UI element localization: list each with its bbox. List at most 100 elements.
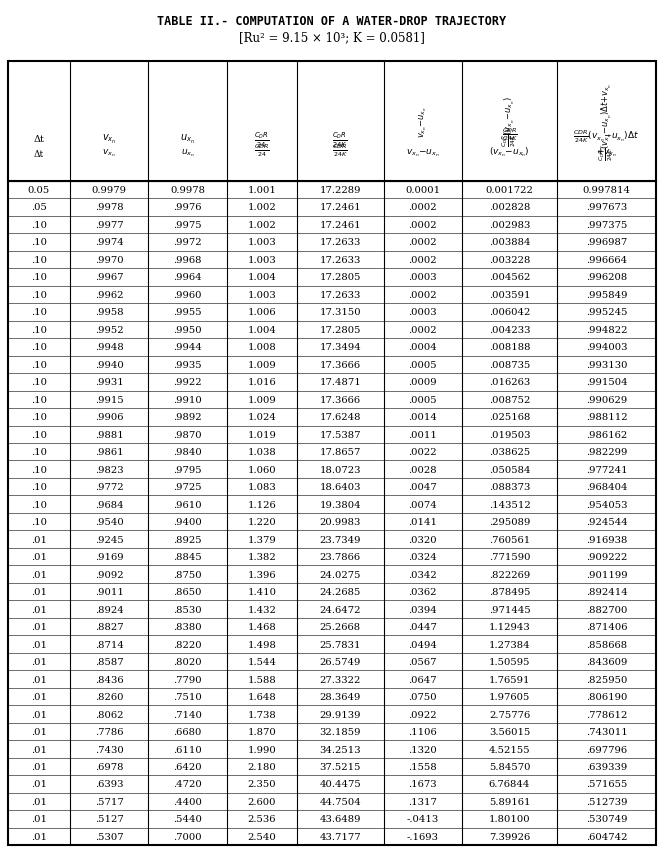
Text: .10: .10 (31, 500, 47, 509)
Text: .6680: .6680 (173, 727, 202, 736)
Text: .8260: .8260 (95, 692, 124, 701)
Text: .997375: .997375 (586, 221, 627, 230)
Text: .0009: .0009 (408, 377, 437, 387)
Text: .016263: .016263 (489, 377, 530, 387)
Text: 1.80100: 1.80100 (489, 815, 531, 824)
Text: .9245: .9245 (95, 535, 124, 544)
Text: .9950: .9950 (173, 325, 202, 335)
Text: .995849: .995849 (586, 291, 627, 300)
Text: .9881: .9881 (95, 430, 124, 440)
Text: .01: .01 (31, 570, 47, 579)
Text: 6.76844: 6.76844 (489, 780, 530, 789)
Text: 17.4871: 17.4871 (319, 377, 361, 387)
Text: 4.52155: 4.52155 (489, 745, 531, 754)
Text: .0494: .0494 (408, 640, 438, 649)
Text: .01: .01 (31, 727, 47, 736)
Text: .01: .01 (31, 657, 47, 666)
Text: .0750: .0750 (408, 692, 437, 701)
Text: .003884: .003884 (489, 238, 531, 247)
Text: .9906: .9906 (95, 412, 124, 422)
Text: .9974: .9974 (95, 238, 124, 247)
Text: .843609: .843609 (586, 657, 627, 666)
Text: .9968: .9968 (173, 256, 202, 265)
Text: .9978: .9978 (95, 203, 124, 212)
Text: 32.1859: 32.1859 (319, 727, 361, 736)
Text: .5440: .5440 (173, 815, 202, 824)
Text: .8220: .8220 (173, 640, 202, 649)
Text: .0011: .0011 (408, 430, 438, 440)
Text: .01: .01 (31, 622, 47, 631)
Text: .003591: .003591 (489, 291, 531, 300)
Text: 44.7504: 44.7504 (319, 797, 361, 806)
Text: .8380: .8380 (173, 622, 202, 631)
Text: $u_{x_n}$: $u_{x_n}$ (180, 133, 195, 147)
Text: .9958: .9958 (95, 308, 124, 317)
Text: .7140: .7140 (173, 710, 202, 719)
Text: .10: .10 (31, 291, 47, 300)
Text: 28.3649: 28.3649 (319, 692, 361, 701)
Text: .986162: .986162 (586, 430, 627, 440)
Text: .008735: .008735 (489, 360, 530, 370)
Text: .9795: .9795 (173, 465, 202, 475)
Text: .10: .10 (31, 395, 47, 405)
Text: 1.648: 1.648 (248, 692, 276, 701)
Text: $\frac{C_DR}{24K}(v_{x_n}{-}u_{x_n})\Delta t{+}v_{x_n}$: $\frac{C_DR}{24K}(v_{x_n}{-}u_{x_n})\Del… (598, 83, 616, 161)
Text: 1.002: 1.002 (248, 203, 276, 212)
Text: .5717: .5717 (95, 797, 124, 806)
Text: 1.009: 1.009 (248, 360, 276, 370)
Text: 27.3322: 27.3322 (319, 675, 361, 684)
Text: .1673: .1673 (408, 780, 437, 789)
Text: -.1693: -.1693 (407, 832, 439, 841)
Text: 17.2805: 17.2805 (319, 325, 361, 335)
Text: 29.9139: 29.9139 (319, 710, 361, 719)
Text: .882700: .882700 (586, 605, 627, 614)
Text: 1.001: 1.001 (248, 186, 276, 195)
Text: .8750: .8750 (173, 570, 202, 579)
Text: 7.39926: 7.39926 (489, 832, 530, 841)
Text: .9400: .9400 (173, 517, 202, 527)
Text: .604742: .604742 (586, 832, 627, 841)
Text: 1.588: 1.588 (248, 675, 276, 684)
Text: .993130: .993130 (586, 360, 627, 370)
Text: .9948: .9948 (95, 343, 124, 352)
Text: 2.75776: 2.75776 (489, 710, 530, 719)
Text: .4400: .4400 (173, 797, 202, 806)
Text: .0005: .0005 (408, 395, 437, 405)
Text: 1.379: 1.379 (248, 535, 276, 544)
Text: .9540: .9540 (95, 517, 124, 527)
Text: .9964: .9964 (173, 273, 202, 282)
Text: .1317: .1317 (408, 797, 438, 806)
Text: .806190: .806190 (586, 692, 627, 701)
Text: 25.7831: 25.7831 (319, 640, 361, 649)
Text: .10: .10 (31, 465, 47, 475)
Text: .01: .01 (31, 552, 47, 561)
Text: .0003: .0003 (408, 273, 437, 282)
Text: 1.396: 1.396 (248, 570, 276, 579)
Text: .9955: .9955 (173, 308, 202, 317)
Text: .778612: .778612 (586, 710, 627, 719)
Text: 17.2805: 17.2805 (319, 273, 361, 282)
Text: .8925: .8925 (173, 535, 202, 544)
Text: 1.009: 1.009 (248, 395, 276, 405)
Text: .9870: .9870 (173, 430, 202, 440)
Text: 1.738: 1.738 (248, 710, 276, 719)
Text: 1.006: 1.006 (248, 308, 276, 317)
Text: .0002: .0002 (408, 221, 437, 230)
Text: .997673: .997673 (586, 203, 627, 212)
Text: $\frac{C_DR}{24K}(v_{x_n}{-}u_{x_n})$: $\frac{C_DR}{24K}(v_{x_n}{-}u_{x_n})$ (501, 96, 518, 147)
Text: .743011: .743011 (586, 727, 627, 736)
Text: 17.2289: 17.2289 (319, 186, 361, 195)
Text: .10: .10 (31, 325, 47, 335)
Text: .5307: .5307 (95, 832, 124, 841)
Text: .004233: .004233 (489, 325, 531, 335)
Text: .050584: .050584 (489, 465, 531, 475)
Text: .0047: .0047 (408, 482, 437, 492)
Text: $v_{x_n}{-}u_{x_n}$: $v_{x_n}{-}u_{x_n}$ (417, 106, 428, 138)
Text: .0003: .0003 (408, 308, 437, 317)
Text: .10: .10 (31, 447, 47, 457)
Text: 24.6472: 24.6472 (319, 605, 361, 614)
Text: .530749: .530749 (586, 815, 627, 824)
Text: .7510: .7510 (173, 692, 202, 701)
Text: .8924: .8924 (95, 605, 124, 614)
Text: .10: .10 (31, 360, 47, 370)
